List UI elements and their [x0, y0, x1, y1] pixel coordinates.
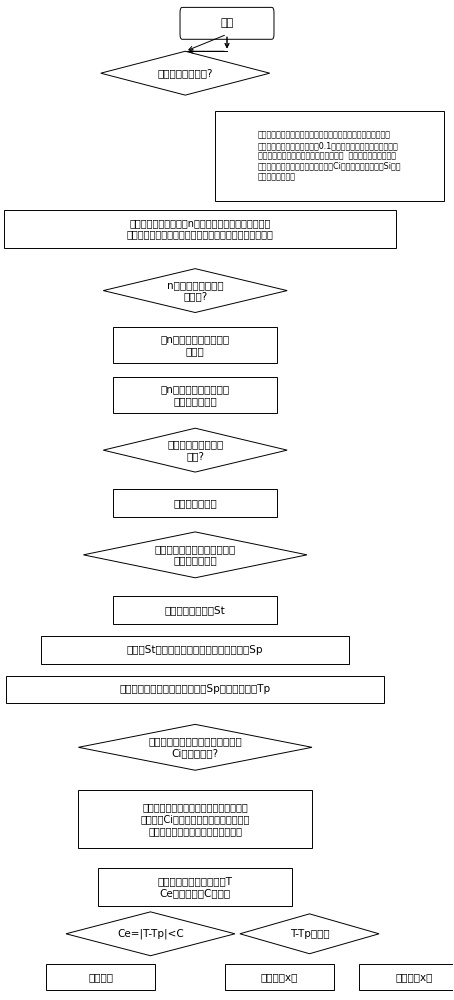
Text: 正常行驶: 正常行驶 — [88, 972, 114, 982]
Text: 驾驶员驾驶具有车载执行单元的列车，按照规定的速度从一个站
到另一站的过程中，系统将每0.1秒钟记录一次当前列车行驶里程
并与时间关联到一起，形成计划时间表；  : 驾驶员驾驶具有车载执行单元的列车，按照规定的速度从一个站 到另一站的过程中，系统… — [257, 131, 401, 181]
Text: 滞后行驶x秒: 滞后行驶x秒 — [261, 972, 298, 982]
Text: 开始: 开始 — [220, 18, 234, 28]
Polygon shape — [79, 724, 312, 770]
Bar — [359, 964, 454, 990]
Bar — [215, 111, 444, 201]
Polygon shape — [101, 51, 270, 95]
Text: 确定运行时刻数据表中基准位置Sp所对应的时刻Tp: 确定运行时刻数据表中基准位置Sp所对应的时刻Tp — [120, 684, 271, 694]
Text: 将n次列车编号填入运行
时刻表: 将n次列车编号填入运行 时刻表 — [161, 335, 230, 356]
Text: 该次列车刚进入轨道电路分区编码
Ci的起始点吗?: 该次列车刚进入轨道电路分区编码 Ci的起始点吗? — [148, 737, 242, 758]
Bar — [113, 596, 277, 624]
Bar — [113, 327, 277, 363]
Text: 当前时刻大于本站发车时刻小
于到达站时刻吗: 当前时刻大于本站发车时刻小 于到达站时刻吗 — [154, 544, 236, 566]
Bar — [225, 964, 334, 990]
Text: 超前行驶x秒: 超前行驶x秒 — [395, 972, 433, 982]
Bar — [113, 489, 277, 517]
Bar — [99, 868, 292, 906]
Text: 读取列车当前位置St: 读取列车当前位置St — [165, 605, 226, 615]
Polygon shape — [84, 532, 307, 578]
Text: 已制定计划时间表?: 已制定计划时间表? — [158, 68, 213, 78]
Polygon shape — [103, 269, 287, 313]
Text: 调用满足本条高铁线路n车次当前时刻计划时间表，根
据该车次发车时刻、各车站停车时间，形成运行时刻表；: 调用满足本条高铁线路n车次当前时刻计划时间表，根 据该车次发车时刻、各车站停车时… — [127, 218, 274, 240]
Text: n次列车在始发站等
待发车?: n次列车在始发站等 待发车? — [167, 280, 223, 301]
Polygon shape — [66, 912, 235, 956]
Text: 将列车计轴模块记录的数据清零；令运行
时刻表中Ci对应初始基准位置为零，余下
的基准位置里程均减去初始基准里程: 将列车计轴模块记录的数据清零；令运行 时刻表中Ci对应初始基准位置为零，余下 的… — [140, 803, 250, 836]
Bar — [79, 790, 312, 848]
Bar — [4, 210, 396, 248]
Bar — [6, 676, 384, 703]
Text: 运行时刻表中当前时刻为T
Ce为误差值，C为阈值: 运行时刻表中当前时刻为T Ce为误差值，C为阈值 — [158, 876, 233, 898]
Polygon shape — [103, 428, 287, 472]
Text: 提示驾驶员发车: 提示驾驶员发车 — [173, 498, 217, 508]
Bar — [46, 964, 155, 990]
Text: 找到与St对应的运行时刻数据表中基准位置Sp: 找到与St对应的运行时刻数据表中基准位置Sp — [127, 645, 263, 655]
Bar — [41, 636, 349, 664]
Text: 当前时刻等于发车时
刻吗?: 当前时刻等于发车时 刻吗? — [167, 439, 223, 461]
Bar — [113, 377, 277, 413]
Text: T-Tp为正值: T-Tp为正值 — [290, 929, 329, 939]
Text: Ce=|T-Tp|<C: Ce=|T-Tp|<C — [117, 929, 184, 939]
FancyBboxPatch shape — [180, 7, 274, 39]
Text: 向n号车次列车车载单元
发送运行时刻表: 向n号车次列车车载单元 发送运行时刻表 — [161, 384, 230, 406]
Polygon shape — [240, 914, 379, 954]
